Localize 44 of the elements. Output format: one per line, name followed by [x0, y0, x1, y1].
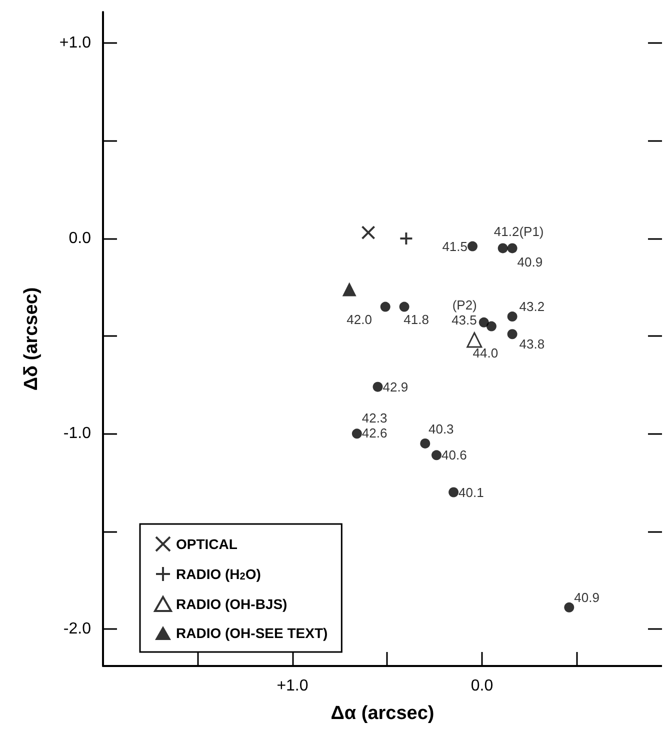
legend-label: RADIO (OH-SEE TEXT)	[176, 625, 328, 641]
point	[399, 302, 410, 312]
annotation: 41.5	[442, 238, 468, 254]
annotation: (P2) 43.5	[452, 297, 477, 328]
point	[352, 428, 362, 439]
point	[468, 241, 478, 252]
point	[564, 602, 574, 612]
point	[361, 226, 376, 240]
point	[420, 438, 430, 448]
legend-label: RADIO (H2O)	[176, 566, 261, 582]
point	[498, 243, 508, 254]
y-tick-label: -1.0	[63, 425, 92, 442]
annotation: 43.2	[519, 299, 545, 314]
annotation: 41.8	[404, 312, 429, 327]
legend-label: RADIO (OH-BJS)	[176, 596, 288, 612]
point	[399, 231, 414, 246]
annotation: 40.9	[574, 590, 600, 605]
annotation: 41.2(P1)	[494, 224, 544, 240]
point	[478, 317, 489, 328]
x-axis-title: Δα (arcsec)	[330, 703, 434, 724]
annotation: 44.0	[472, 345, 498, 360]
annotation: 40.9	[517, 254, 543, 270]
point	[507, 312, 518, 322]
point	[342, 282, 356, 296]
annotation: 40.6	[442, 448, 467, 463]
y-axis-title: Δδ (arcsec)	[21, 287, 42, 391]
annotation: 40.3	[428, 421, 454, 436]
point	[432, 450, 442, 460]
y-tick-label: -2.0	[63, 620, 92, 638]
annotation: 40.1	[458, 484, 484, 500]
annotation: 42.9	[382, 379, 408, 394]
annotation: 42.3 42.6	[362, 410, 388, 441]
point	[507, 243, 518, 254]
point	[448, 487, 459, 498]
point	[372, 382, 383, 392]
annotation: 43.8	[519, 336, 545, 352]
annotation: 42.0	[346, 312, 372, 327]
y-tick-label: 0.0	[68, 230, 92, 247]
point	[466, 332, 482, 348]
point	[507, 329, 518, 340]
y-tick-label: +1.0	[59, 34, 92, 52]
point	[380, 302, 390, 312]
legend-label: OPTICAL	[176, 536, 238, 552]
point	[486, 321, 496, 332]
